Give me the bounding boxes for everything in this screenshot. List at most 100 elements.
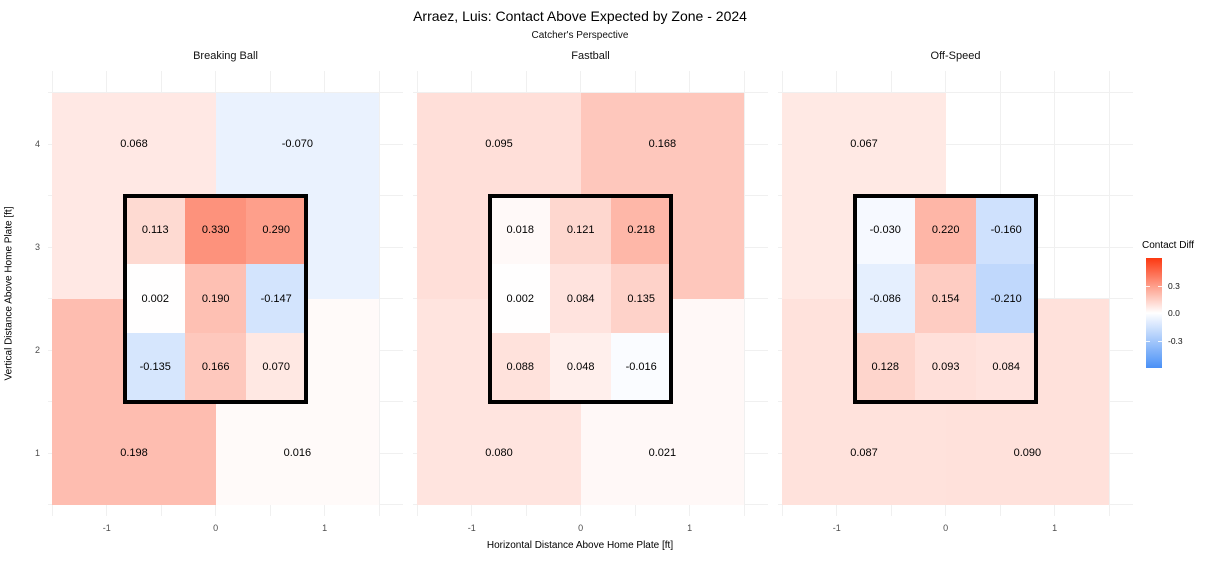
zone-tile-strike-r1c2 bbox=[915, 195, 976, 265]
zone-tile-strike-r3c2 bbox=[185, 332, 246, 402]
zone-value-strike-r3c1: 0.088 bbox=[506, 361, 534, 374]
zone-value-strike-r1c1: -0.030 bbox=[869, 223, 901, 236]
zone-tile-strike-r1c2 bbox=[550, 195, 611, 265]
zone-value-strike-r2c3: -0.147 bbox=[260, 292, 292, 305]
zone-value-strike-r1c1: 0.113 bbox=[141, 223, 169, 236]
zone-tile-strike-r3c1 bbox=[854, 332, 916, 402]
strike-zone-outline bbox=[487, 193, 674, 404]
gridline-horizontal bbox=[778, 92, 1133, 94]
x-tick-label: 0 bbox=[578, 523, 584, 533]
zone-value-strike-r2c3: 0.135 bbox=[627, 292, 655, 305]
zone-tile-strike-r3c2 bbox=[550, 332, 611, 402]
heatmap-panel-fastball: 0.095 0.168 0.080 0.021 0.018 0.121 0.218 0.002… bbox=[413, 71, 768, 516]
y-tick-label: 4 bbox=[34, 139, 40, 150]
zone-tile-strike-r1c1 bbox=[124, 195, 186, 265]
zone-value-strike-r1c2: 0.121 bbox=[566, 223, 595, 236]
chart-title: Arraez, Luis: Contact Above Expected by … bbox=[413, 8, 747, 24]
zone-tile-strike-r2c2 bbox=[915, 264, 976, 333]
zone-value-strike-r3c2: 0.093 bbox=[931, 361, 960, 374]
zone-value-strike-r3c1: -0.135 bbox=[139, 361, 171, 374]
zone-value-strike-r3c2: 0.166 bbox=[201, 361, 230, 374]
zone-tile-strike-r1c2 bbox=[185, 195, 246, 265]
colorbar-tickmark bbox=[1146, 340, 1150, 342]
colorbar-tick-label: -0.3 bbox=[1168, 335, 1183, 346]
zone-value-strike-r2c1: 0.002 bbox=[141, 292, 169, 305]
y-tick-label: 2 bbox=[34, 345, 40, 356]
zone-value-strike-r1c2: 0.220 bbox=[931, 223, 960, 236]
x-tick-label: -1 bbox=[102, 523, 111, 533]
gridline-horizontal bbox=[48, 504, 403, 506]
zone-tile-strike-r1c1 bbox=[854, 195, 916, 265]
colorbar-tickmark bbox=[1158, 285, 1162, 287]
legend-title: Contact Diff bbox=[1142, 240, 1195, 251]
zone-value-outer-bottom_right: 0.090 bbox=[1013, 447, 1042, 460]
colorbar-tickmark bbox=[1158, 313, 1162, 314]
x-tick-label: -1 bbox=[832, 523, 841, 533]
zone-value-outer-bottom_left: 0.080 bbox=[485, 447, 513, 460]
zone-value-outer-bottom_left: 0.087 bbox=[850, 447, 878, 460]
colorbar-tickmark bbox=[1158, 340, 1162, 342]
gridline-horizontal bbox=[778, 143, 1133, 145]
zone-value-strike-r1c3: -0.160 bbox=[990, 223, 1022, 236]
facet-label-off-speed: Off-Speed bbox=[930, 50, 981, 62]
gridline-horizontal bbox=[778, 504, 1133, 506]
zone-value-strike-r1c1: 0.018 bbox=[506, 223, 534, 236]
zone-value-outer-top_right: -0.070 bbox=[281, 138, 313, 151]
zone-value-strike-r3c3: -0.016 bbox=[625, 361, 657, 374]
gridline-vertical bbox=[1054, 71, 1056, 516]
gridline-vertical bbox=[378, 71, 380, 516]
zone-tile-strike-r2c3 bbox=[245, 264, 307, 333]
zone-tile-strike-r2c3 bbox=[975, 264, 1037, 333]
zone-tile-strike-r3c3 bbox=[975, 332, 1037, 402]
zone-tile-strike-r1c3 bbox=[245, 195, 307, 265]
zone-value-strike-r3c2: 0.048 bbox=[566, 361, 595, 374]
zone-tile-strike-r2c1 bbox=[489, 264, 551, 333]
zone-tile-strike-r3c1 bbox=[124, 332, 186, 402]
x-tick-label: 1 bbox=[322, 523, 328, 533]
gridline-horizontal bbox=[413, 504, 768, 506]
zone-tile-strike-r1c1 bbox=[489, 195, 551, 265]
zone-value-strike-r2c2: 0.190 bbox=[201, 292, 230, 305]
facet-label-fastball: Fastball bbox=[571, 50, 610, 62]
zone-value-outer-bottom_right: 0.021 bbox=[648, 447, 677, 460]
zone-value-outer-bottom_left: 0.198 bbox=[120, 447, 148, 460]
zone-tile-strike-r2c1 bbox=[854, 264, 916, 333]
zone-tile-strike-r3c2 bbox=[915, 332, 976, 402]
colorbar-tick-label: 0.0 bbox=[1168, 308, 1180, 318]
zone-value-strike-r1c3: 0.290 bbox=[262, 223, 290, 236]
gridline-vertical bbox=[1108, 71, 1110, 516]
colorbar-tickmark bbox=[1146, 313, 1150, 314]
colorbar-tick-label: 0.3 bbox=[1168, 280, 1180, 291]
y-tick-label: 1 bbox=[34, 448, 40, 459]
zone-value-strike-r3c1: 0.128 bbox=[871, 361, 899, 374]
zone-value-strike-r2c3: -0.210 bbox=[990, 292, 1022, 305]
zone-value-strike-r1c2: 0.330 bbox=[201, 223, 230, 236]
zone-value-outer-bottom_right: 0.016 bbox=[283, 447, 312, 460]
gridline-vertical bbox=[743, 71, 745, 516]
zone-tile-strike-r3c1 bbox=[489, 332, 551, 402]
zone-value-outer-top_right: 0.168 bbox=[648, 138, 677, 151]
colorbar-tickmark bbox=[1146, 285, 1150, 287]
zone-value-strike-r3c3: 0.070 bbox=[262, 361, 290, 374]
zone-tile-strike-r2c3 bbox=[610, 264, 672, 333]
chart-subtitle: Catcher's Perspective bbox=[531, 30, 629, 41]
x-tick-label: 1 bbox=[1052, 523, 1058, 533]
zone-tile-strike-r2c2 bbox=[185, 264, 246, 333]
zone-value-strike-r2c1: -0.086 bbox=[869, 292, 901, 305]
x-axis-title: Horizontal Distance Above Home Plate [ft… bbox=[486, 540, 674, 551]
x-tick-label: 1 bbox=[687, 523, 693, 533]
x-tick-label: -1 bbox=[467, 523, 476, 533]
zone-value-outer-top_left: 0.068 bbox=[120, 138, 148, 151]
zone-tile-strike-r2c2 bbox=[550, 264, 611, 333]
zone-value-strike-r2c1: 0.002 bbox=[506, 292, 534, 305]
heatmap-panel-breaking-ball: 0.068 -0.070 0.198 0.016 0.113 0.330 0.290 0.00… bbox=[48, 71, 403, 516]
strike-zone-outline bbox=[122, 193, 309, 404]
zone-value-strike-r2c2: 0.084 bbox=[566, 292, 595, 305]
facet-label-breaking-ball: Breaking Ball bbox=[193, 50, 258, 62]
zone-tile-strike-r1c3 bbox=[610, 195, 672, 265]
zone-value-strike-r1c3: 0.218 bbox=[627, 223, 655, 236]
heatmap-panel-off-speed: 0.067 0.087 0.090 -0.030 0.220 -0.160 -0.086 0.… bbox=[778, 71, 1133, 516]
zone-tile-strike-r3c3 bbox=[245, 332, 307, 402]
